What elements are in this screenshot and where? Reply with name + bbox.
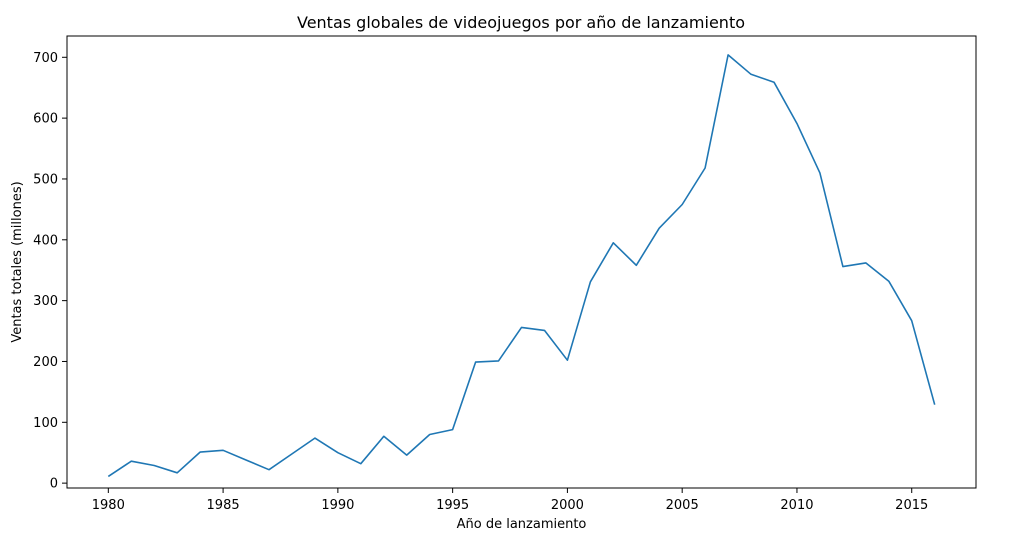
y-tick-label: 200 <box>33 355 58 370</box>
series-layer <box>107 54 936 478</box>
series-line-1 <box>107 54 936 478</box>
x-tick-label: 2000 <box>551 498 584 513</box>
x-tick-label: 2015 <box>895 498 928 513</box>
y-axis-label: Ventas totales (millones) <box>10 181 25 342</box>
x-tick-label: 1985 <box>207 498 240 513</box>
y-tick-label: 400 <box>33 233 58 248</box>
y-tick-label: 0 <box>50 477 58 492</box>
x-axis: 1980 1985 1990 1995 2000 2005 2010 2015 <box>92 488 928 513</box>
x-tick-label: 2010 <box>780 498 813 513</box>
y-tick-label: 600 <box>33 112 58 127</box>
y-tick-label: 100 <box>33 416 58 431</box>
x-tick-label: 2005 <box>666 498 699 513</box>
x-tick-label: 1990 <box>321 498 354 513</box>
x-tick-label: 1995 <box>436 498 469 513</box>
chart-title: Ventas globales de videojuegos por año d… <box>297 13 745 32</box>
y-axis: 0 100 200 300 400 500 600 700 <box>33 51 67 492</box>
x-tick-label: 1980 <box>92 498 125 513</box>
y-tick-label: 500 <box>33 172 58 187</box>
plot-area-frame <box>66 35 977 489</box>
x-axis-label: Año de lanzamiento <box>457 517 587 532</box>
y-tick-label: 700 <box>33 51 58 66</box>
y-tick-label: 300 <box>33 294 58 309</box>
